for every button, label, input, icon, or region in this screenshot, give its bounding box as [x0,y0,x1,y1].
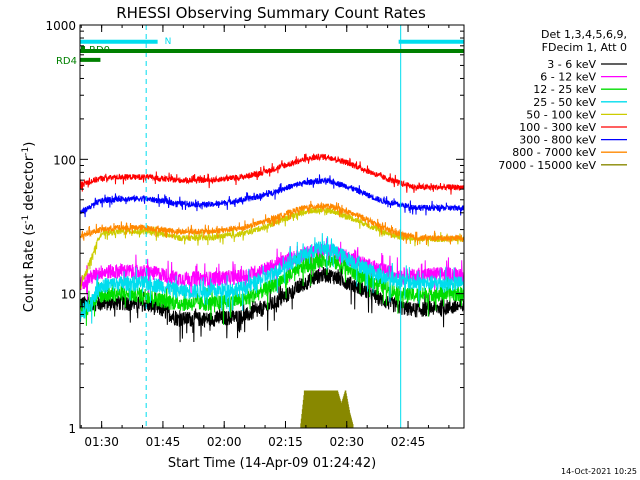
y-tick-label: 100 [53,153,76,167]
series-50-100-kev [79,205,465,290]
series-6-12-kev [79,238,465,301]
x-tick-label: 02:30 [329,435,364,449]
legend-header-line-1: Det 1,3,4,5,6,9, [541,28,627,41]
y-tick-label: 10 [61,288,76,302]
series-line [300,390,354,428]
flag-label-rd0: RD0 [89,45,110,56]
legend-label-6-12-kev: 6 - 12 keV [540,71,596,84]
flag-layer: N RD0 RD4 [56,37,464,67]
series-3-6-kev [79,263,465,343]
legend-label-25-50-kev: 25 - 50 keV [533,96,596,109]
legend-label-3-6-kev: 3 - 6 keV [547,58,596,71]
series-layer [79,153,465,428]
series-25-50-kev [79,233,465,324]
series-12-25-kev [79,247,465,326]
legend: Det 1,3,4,5,6,9, FDecim 1, Att 0 3 - 6 k… [498,28,627,172]
y-axis: 1 10 100 1000 [45,19,464,436]
y-tick-label: 1000 [45,19,76,33]
y-tick-label: 1 [68,422,76,436]
series-line [79,238,465,301]
x-tick-label: 01:45 [146,435,181,449]
x-tick-label: 01:30 [84,435,119,449]
series-800-7000-kev [79,200,465,246]
series-line [79,174,465,218]
series-line [79,263,465,343]
series-300-800-kev [79,174,465,218]
plot-frame [79,24,465,429]
series-100-300-kev [79,153,465,195]
chart-title: RHESSI Observing Summary Count Rates [116,4,426,22]
legend-header-line-2: FDecim 1, Att 0 [542,41,627,54]
x-tick-label: 02:00 [207,435,242,449]
x-tick-label: 02:15 [268,435,303,449]
flag-label-n: N [165,37,172,47]
series-line [79,205,465,290]
legend-label-50-100-kev: 50 - 100 keV [526,108,596,121]
footer-date: 14-Oct-2021 10:25 [561,467,637,476]
x-axis: 01:30 01:45 02:00 02:15 02:30 02:45 [80,25,450,449]
series-line [79,200,465,246]
x-axis-label: Start Time (14-Apr-09 01:24:42) [168,456,376,471]
legend-label-12-25-kev: 12 - 25 keV [533,83,596,96]
series-line [79,153,465,195]
legend-label-800-7000-kev: 800 - 7000 keV [512,146,596,159]
legend-label-100-300-kev: 100 - 300 keV [519,121,596,134]
flag-marker-dot [81,46,85,51]
legend-label-7000-15000-kev: 7000 - 15000 keV [498,159,596,172]
legend-label-300-800-kev: 300 - 800 keV [519,134,596,147]
series-line [79,247,465,326]
flag-label-rd4: RD4 [56,56,77,67]
x-tick-label: 02:45 [391,435,426,449]
series-line [79,233,465,324]
y-axis-label: Count Rate (s-1 detector-1) [21,142,37,313]
series-7000-15000-kev [300,390,354,428]
